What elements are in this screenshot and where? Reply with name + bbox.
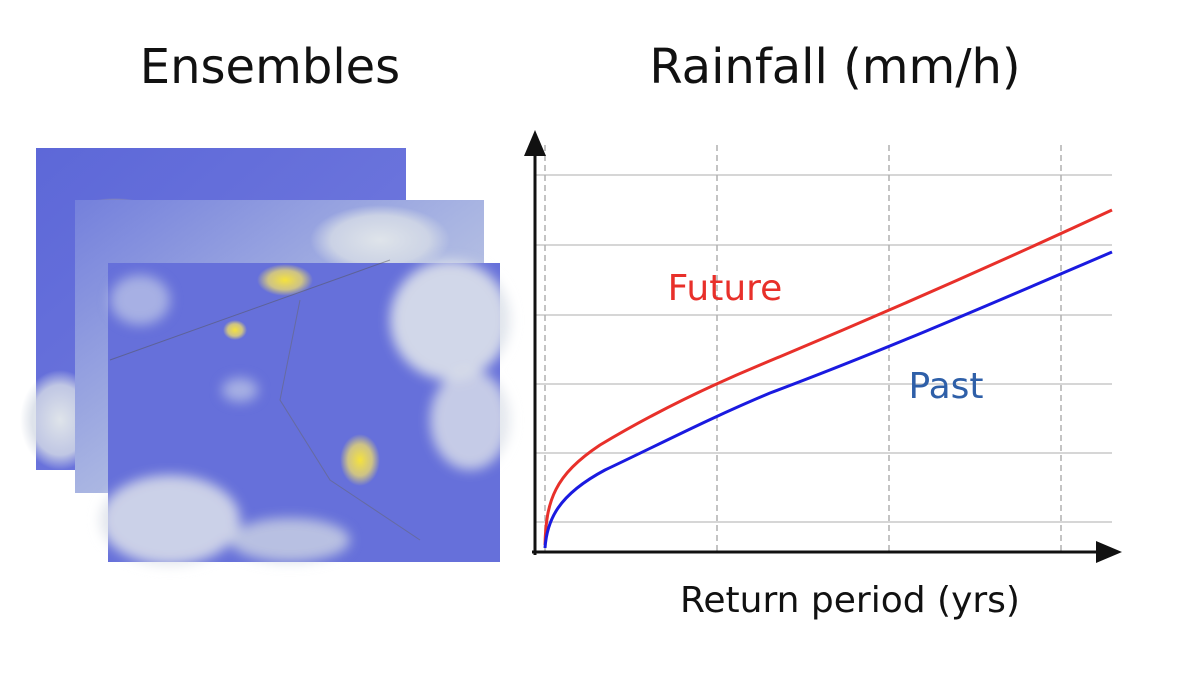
cloud — [310, 205, 450, 275]
rain-cell — [257, 264, 313, 296]
clouds — [100, 260, 510, 565]
cloud — [100, 475, 240, 565]
grid — [535, 145, 1112, 552]
map-road — [279, 299, 421, 541]
map-front — [100, 259, 510, 565]
cloud — [430, 370, 510, 470]
rain-cell — [340, 434, 380, 486]
cloud — [110, 275, 170, 325]
y-arrow — [524, 130, 546, 156]
cloud — [230, 518, 350, 562]
past-curve — [543, 250, 1113, 549]
cloud — [390, 260, 510, 380]
ensembles-title: Ensembles — [140, 39, 400, 95]
x-arrow — [1096, 541, 1122, 563]
axes — [524, 130, 1122, 563]
map-road — [109, 259, 391, 361]
future-curve — [543, 208, 1113, 546]
rain-cell — [223, 320, 247, 340]
x-axis-label: Return period (yrs) — [680, 580, 1020, 621]
cloud — [222, 378, 258, 402]
future-label: Future — [668, 268, 783, 309]
chart-title: Rainfall (mm/h) — [649, 39, 1020, 95]
past-label: Past — [908, 366, 983, 407]
